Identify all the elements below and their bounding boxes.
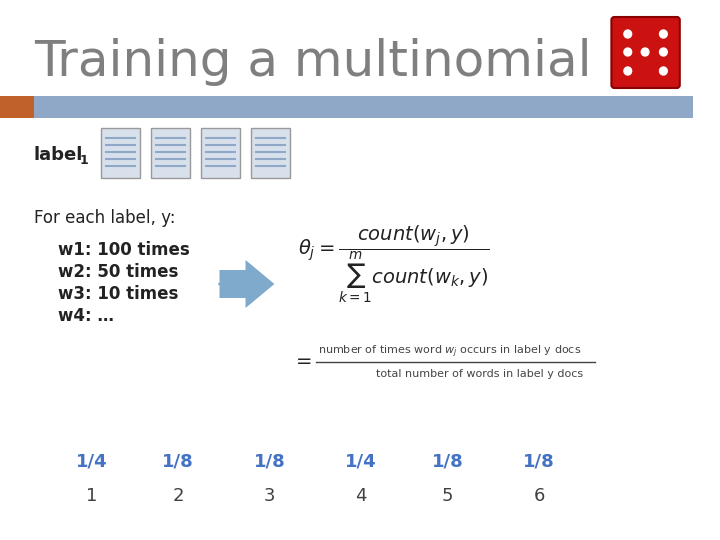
Text: 1/4: 1/4 bbox=[76, 453, 107, 471]
Text: w2: 50 times: w2: 50 times bbox=[58, 263, 178, 281]
Bar bbox=[0, 96, 693, 118]
Text: 1/8: 1/8 bbox=[253, 453, 285, 471]
Text: 1: 1 bbox=[86, 487, 97, 505]
Text: 6: 6 bbox=[534, 487, 545, 505]
Text: $=$: $=$ bbox=[292, 350, 312, 369]
Text: w4: …: w4: … bbox=[58, 307, 114, 325]
Text: 1/8: 1/8 bbox=[432, 453, 464, 471]
Text: w1: 100 times: w1: 100 times bbox=[58, 241, 189, 259]
Circle shape bbox=[624, 67, 631, 75]
Circle shape bbox=[660, 30, 667, 38]
Text: 2: 2 bbox=[172, 487, 184, 505]
Circle shape bbox=[660, 67, 667, 75]
Circle shape bbox=[660, 48, 667, 56]
Bar bbox=[201, 128, 240, 178]
Text: total number of words in label y docs: total number of words in label y docs bbox=[376, 369, 582, 379]
Text: 5: 5 bbox=[442, 487, 454, 505]
Text: 1/4: 1/4 bbox=[346, 453, 377, 471]
Text: 4: 4 bbox=[355, 487, 366, 505]
Text: For each label, y:: For each label, y: bbox=[34, 209, 175, 227]
Bar bbox=[251, 128, 290, 178]
FancyBboxPatch shape bbox=[611, 17, 680, 88]
Text: number of times word $w_j$ occurs in label y docs: number of times word $w_j$ occurs in lab… bbox=[318, 344, 581, 360]
Text: 1/8: 1/8 bbox=[523, 453, 555, 471]
Text: w3: 10 times: w3: 10 times bbox=[58, 285, 178, 303]
Bar bbox=[101, 128, 140, 178]
Text: Training a multinomial: Training a multinomial bbox=[34, 38, 591, 86]
Text: 1: 1 bbox=[80, 153, 89, 166]
Text: $\theta_j = \dfrac{count(w_j, y)}{\sum_{k=1}^{m} count(w_k, y)}$: $\theta_j = \dfrac{count(w_j, y)}{\sum_{… bbox=[299, 223, 490, 305]
Bar bbox=[0, 96, 34, 118]
Text: 1/8: 1/8 bbox=[162, 453, 194, 471]
Text: label: label bbox=[34, 146, 83, 164]
Circle shape bbox=[624, 30, 631, 38]
Polygon shape bbox=[220, 260, 274, 308]
Bar bbox=[151, 128, 189, 178]
Text: 3: 3 bbox=[264, 487, 275, 505]
Circle shape bbox=[624, 48, 631, 56]
Circle shape bbox=[642, 48, 649, 56]
